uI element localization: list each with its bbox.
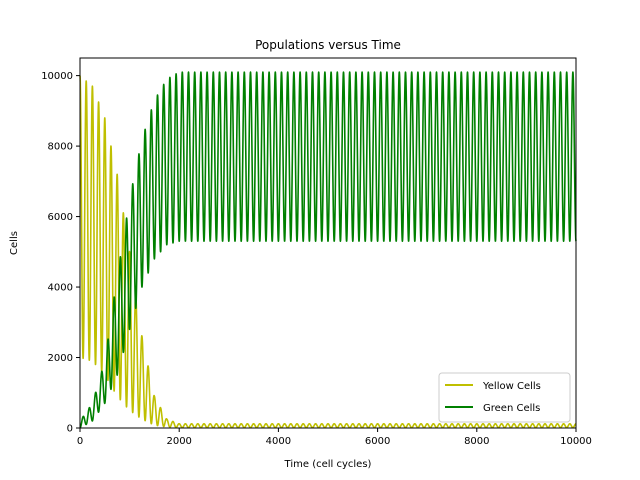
series-layer: [79, 71, 577, 429]
x-axis: 0 2000 4000 6000 8000 10000: [77, 428, 592, 447]
x-tick-label: 8000: [464, 436, 489, 447]
x-tick-label: 2000: [166, 436, 191, 447]
series-line-green-cells: [79, 71, 577, 429]
y-tick-label: 0: [67, 424, 73, 435]
legend-label-green-cells: Green Cells: [483, 403, 540, 414]
legend: Yellow Cells Green Cells: [438, 372, 571, 423]
chart-title: Populations versus Time: [255, 38, 401, 52]
y-tick-label: 2000: [48, 353, 73, 364]
x-axis-label: Time (cell cycles): [284, 459, 372, 470]
legend-label-yellow-cells: Yellow Cells: [482, 381, 541, 392]
y-tick-label: 8000: [48, 142, 73, 153]
y-tick-label: 4000: [48, 283, 73, 294]
y-tick-label: 6000: [48, 212, 73, 223]
x-tick-label: 10000: [560, 436, 592, 447]
y-axis: 0 2000 4000 6000 8000 10000: [41, 71, 80, 435]
series-line-yellow-cells: [79, 75, 577, 429]
y-tick-label: 10000: [41, 71, 73, 82]
x-tick-label: 0: [77, 436, 83, 447]
plot-area: [79, 57, 577, 429]
y-axis-label: Cells: [9, 231, 20, 255]
x-tick-label: 6000: [365, 436, 390, 447]
x-tick-label: 4000: [266, 436, 291, 447]
plot-frame: [79, 57, 577, 429]
